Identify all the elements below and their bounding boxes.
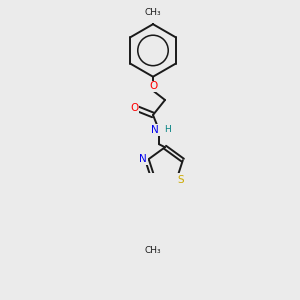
Text: O: O (130, 103, 138, 113)
Text: CH₃: CH₃ (145, 8, 161, 17)
Text: CH₃: CH₃ (144, 246, 161, 255)
Text: N: N (139, 154, 147, 164)
Text: N: N (152, 125, 159, 135)
Text: O: O (149, 82, 157, 92)
Text: S: S (177, 176, 184, 185)
Text: H: H (164, 125, 171, 134)
